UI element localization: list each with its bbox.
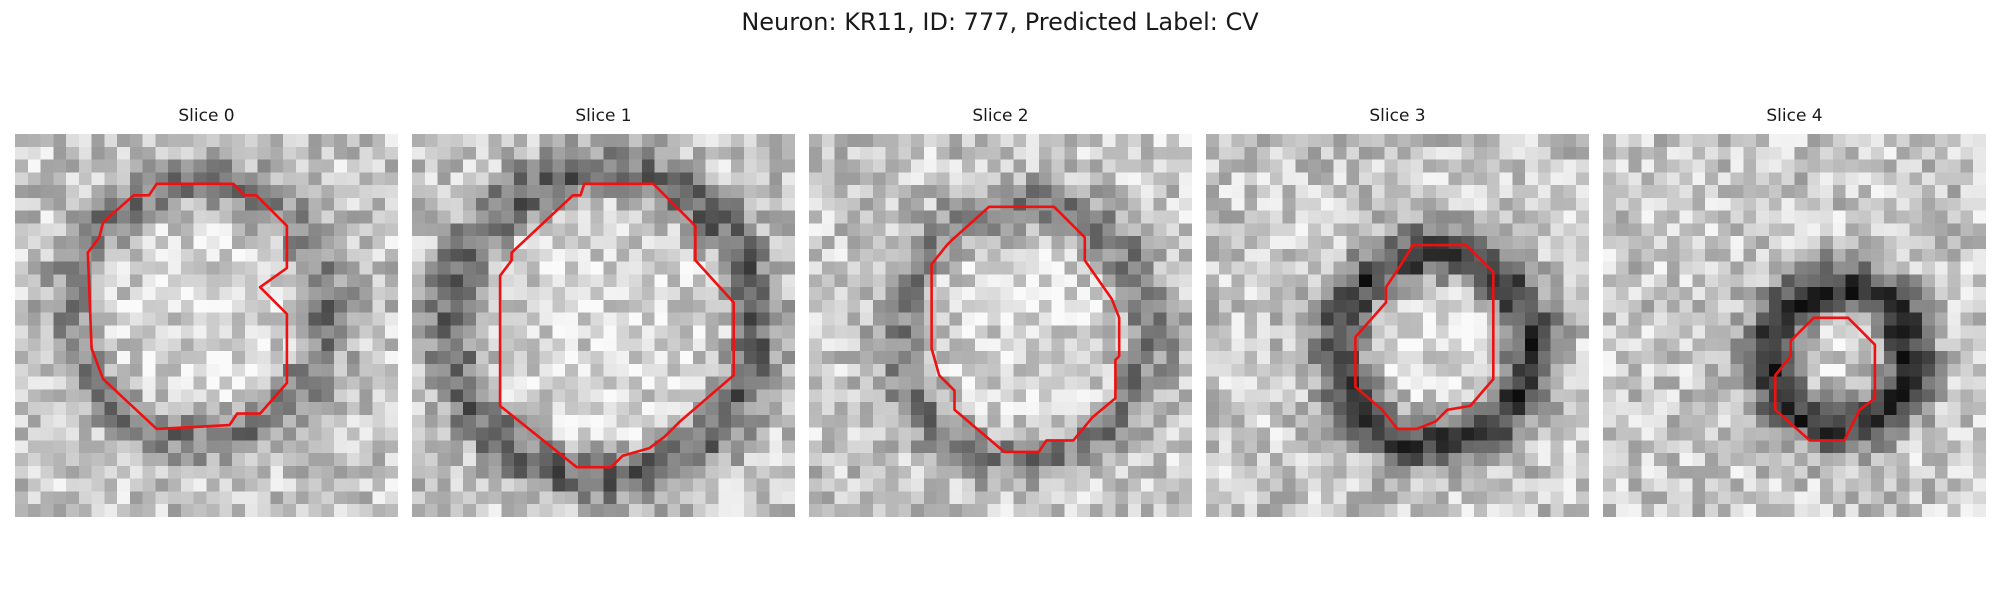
slice-panel-0: Slice 0 [15, 106, 398, 517]
contour-overlay [1774, 316, 1877, 442]
microscopy-image [1206, 134, 1589, 517]
slice-panel-1: Slice 1 [412, 106, 795, 517]
slice-title: Slice 0 [178, 106, 235, 126]
microscopy-image [412, 134, 795, 517]
slice-panel-4: Slice 4 [1603, 106, 1986, 517]
segmentation-contour [930, 205, 1121, 454]
figure-title: Neuron: KR11, ID: 777, Predicted Label: … [741, 8, 1259, 36]
slice-panel-2: Slice 2 [809, 106, 1192, 517]
slice-title: Slice 2 [972, 106, 1029, 126]
slice-title: Slice 4 [1766, 106, 1823, 126]
contour-overlay [86, 182, 289, 431]
contour-overlay [498, 182, 736, 469]
segmentation-contour [498, 182, 736, 469]
contour-overlay [930, 205, 1121, 454]
contour-overlay [1354, 243, 1495, 431]
microscopy-image [1603, 134, 1986, 517]
microscopy-image [809, 134, 1192, 517]
slice-panel-3: Slice 3 [1206, 106, 1589, 517]
segmentation-contour [1354, 243, 1495, 431]
segmentation-contour [1774, 316, 1877, 442]
slice-title: Slice 3 [1369, 106, 1426, 126]
segmentation-contour [86, 182, 289, 431]
microscopy-image [15, 134, 398, 517]
slice-title: Slice 1 [575, 106, 632, 126]
